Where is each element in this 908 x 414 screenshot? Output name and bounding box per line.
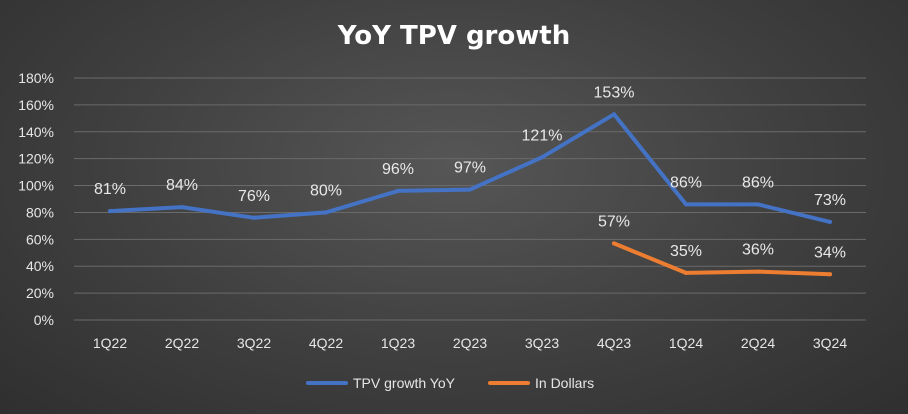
legend-label-tpv-growth: TPV growth YoY — [353, 375, 456, 391]
y-axis-tick-labels: 0% 20% 40% 60% 80% 100% 120% 140% 160% 180% — [18, 70, 54, 328]
data-label: 34% — [814, 244, 846, 261]
x-tick-label: 3Q22 — [237, 335, 271, 351]
data-point — [684, 202, 688, 207]
data-labels: 81% 84% 76% 80% 96% 97% 121% 153% 86% 86% 73% 57% 35… — [94, 84, 846, 261]
data-label: 97% — [454, 160, 486, 177]
data-label: 36% — [742, 242, 774, 259]
data-point — [828, 272, 832, 277]
data-label: 121% — [522, 127, 563, 144]
x-tick-label: 2Q22 — [165, 335, 199, 351]
data-point — [756, 269, 760, 274]
y-tick-label: 0% — [34, 312, 54, 328]
data-label: 86% — [670, 174, 702, 191]
y-tick-label: 60% — [26, 231, 54, 247]
x-tick-label: 4Q23 — [597, 335, 631, 351]
data-point — [684, 270, 688, 275]
data-label: 57% — [598, 213, 630, 230]
y-tick-label: 180% — [18, 70, 54, 86]
x-tick-label: 2Q23 — [453, 335, 487, 351]
data-label: 84% — [166, 177, 198, 194]
y-tick-label: 20% — [26, 285, 54, 301]
x-tick-label: 4Q22 — [309, 335, 343, 351]
data-point — [612, 241, 616, 246]
data-point — [468, 187, 472, 192]
data-label: 96% — [382, 161, 414, 178]
data-point — [756, 202, 760, 207]
series-lines — [108, 112, 832, 277]
data-point — [180, 205, 184, 210]
x-tick-label: 1Q23 — [381, 335, 415, 351]
data-label: 76% — [238, 188, 270, 205]
y-tick-label: 100% — [18, 178, 54, 194]
chart-title: YoY TPV growth — [337, 21, 570, 51]
data-point — [612, 112, 616, 117]
series-line-1 — [612, 241, 832, 277]
x-tick-label: 3Q24 — [813, 335, 847, 351]
data-point — [828, 219, 832, 224]
data-point — [540, 155, 544, 160]
data-label: 80% — [310, 182, 342, 199]
x-tick-label: 2Q24 — [741, 335, 775, 351]
data-label: 73% — [814, 192, 846, 209]
data-point — [396, 188, 400, 193]
data-point — [252, 215, 256, 220]
x-axis-tick-labels: 1Q22 2Q22 3Q22 4Q22 1Q23 2Q23 3Q23 4Q23 1Q24 2Q24… — [93, 335, 847, 351]
data-label: 86% — [742, 174, 774, 191]
legend: TPV growth YoY In Dollars — [306, 375, 594, 391]
y-tick-label: 160% — [18, 97, 54, 113]
data-label: 81% — [94, 181, 126, 198]
x-tick-label: 1Q24 — [669, 335, 703, 351]
y-tick-label: 140% — [18, 124, 54, 140]
y-tick-label: 80% — [26, 204, 54, 220]
y-tick-label: 40% — [26, 258, 54, 274]
data-label: 35% — [670, 243, 702, 260]
legend-label-in-dollars: In Dollars — [535, 375, 594, 391]
x-tick-label: 1Q22 — [93, 335, 127, 351]
x-tick-label: 3Q23 — [525, 335, 559, 351]
data-label: 153% — [594, 84, 635, 101]
gridlines — [74, 77, 866, 321]
data-point — [324, 210, 328, 215]
y-tick-label: 120% — [18, 151, 54, 167]
data-point — [108, 209, 112, 214]
